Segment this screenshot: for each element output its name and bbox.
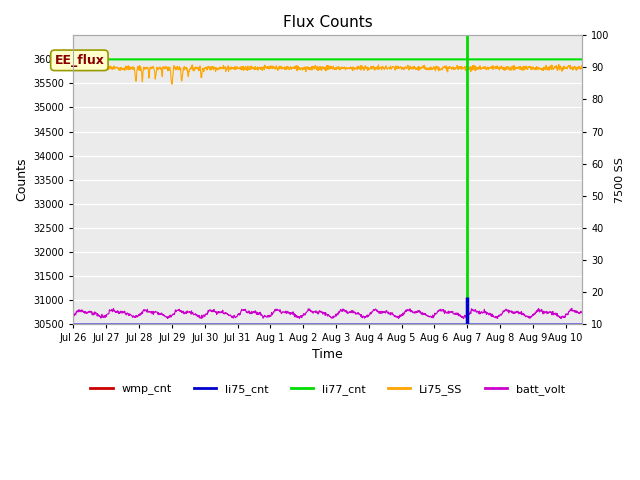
- Title: Flux Counts: Flux Counts: [283, 15, 372, 30]
- Legend: wmp_cnt, li75_cnt, li77_cnt, Li75_SS, batt_volt: wmp_cnt, li75_cnt, li77_cnt, Li75_SS, ba…: [86, 379, 570, 399]
- Y-axis label: 7500 SS: 7500 SS: [615, 156, 625, 203]
- X-axis label: Time: Time: [312, 348, 343, 361]
- Y-axis label: Counts: Counts: [15, 158, 28, 201]
- Text: EE_flux: EE_flux: [54, 54, 104, 67]
